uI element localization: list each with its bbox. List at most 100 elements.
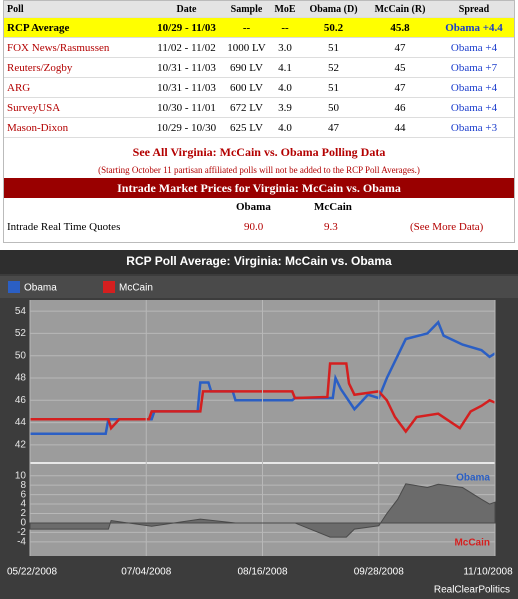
- y-tick-label: 6: [20, 489, 26, 500]
- y-tick-label: 8: [20, 480, 26, 491]
- cell: 10/29 - 10/30: [149, 117, 224, 138]
- intrade-value: 9.3: [324, 221, 338, 233]
- cell: 4.1: [269, 57, 301, 78]
- y-tick-label: 42: [15, 439, 27, 450]
- cell: 3.0: [269, 37, 301, 58]
- cell[interactable]: SurveyUSA: [4, 97, 149, 118]
- cell[interactable]: Mason-Dixon: [4, 117, 149, 138]
- cell: 11/02 - 11/02: [149, 37, 224, 58]
- cell: 47: [301, 117, 366, 138]
- y-tick-label: 48: [15, 373, 27, 384]
- cell[interactable]: Reuters/Zogby: [4, 57, 149, 78]
- column-header: Sample: [224, 1, 269, 18]
- cell: RCP Average: [4, 17, 149, 38]
- annotation: Obama: [456, 473, 490, 484]
- cell: 52: [301, 57, 366, 78]
- cell: 672 LV: [224, 97, 269, 118]
- cell: 1000 LV: [224, 37, 269, 58]
- cell: 50.2: [301, 17, 366, 38]
- intrade-label: Intrade Real Time Quotes: [7, 221, 121, 233]
- cell: --: [269, 17, 301, 38]
- polling-data-link[interactable]: See All Virginia: McCain vs. Obama Polli…: [132, 145, 386, 159]
- cell: 45: [366, 57, 434, 78]
- legend-swatch: [8, 281, 20, 293]
- y-tick-label: 50: [15, 350, 27, 361]
- legend-swatch: [103, 281, 115, 293]
- x-tick-label: 11/10/2008: [463, 567, 513, 578]
- cell: 4.0: [269, 117, 301, 138]
- cell: 10/31 - 11/03: [149, 77, 224, 98]
- x-tick-label: 07/04/2008: [121, 567, 171, 578]
- column-header: Obama (D): [301, 1, 366, 18]
- x-tick-label: 09/28/2008: [354, 567, 404, 578]
- cell: 47: [366, 77, 434, 98]
- poll-box: Poll Date Sample MoE Obama (D) McCain (R) Spre…: [3, 0, 515, 243]
- y-tick-label: 0: [20, 518, 26, 529]
- cell: 44: [366, 117, 434, 138]
- poll-row: SurveyUSA 10/30 - 11/01 672 LV 3.9 50 46 Obama…: [4, 97, 514, 118]
- note: (Starting October 11 partisan affiliated…: [98, 165, 420, 175]
- poll-row: RCP Average 10/29 - 11/03 -- -- 50.2 45.8 Obam…: [4, 17, 514, 38]
- cell: 50: [301, 97, 366, 118]
- intrade-col: Obama: [236, 201, 271, 213]
- cell: 46: [366, 97, 434, 118]
- cell[interactable]: Obama +4: [434, 77, 514, 98]
- intrade-col: McCain: [314, 201, 352, 213]
- cell: 10/31 - 11/03: [149, 57, 224, 78]
- intrade-value: 90.0: [244, 221, 264, 233]
- cell[interactable]: ARG: [4, 77, 149, 98]
- y-tick-label: 44: [15, 417, 27, 428]
- cell: 690 LV: [224, 57, 269, 78]
- source: RealClearPolitics: [434, 585, 510, 596]
- cell: 625 LV: [224, 117, 269, 138]
- column-header: Poll: [4, 1, 149, 18]
- annotation: McCain: [454, 538, 490, 549]
- legend-label: McCain: [119, 283, 153, 294]
- x-tick-label: 08/16/2008: [237, 567, 287, 578]
- cell[interactable]: FOX News/Rasmussen: [4, 37, 149, 58]
- cell: 10/29 - 11/03: [149, 17, 224, 38]
- y-tick-label: -4: [17, 536, 26, 547]
- poll-table: Poll Date Sample MoE Obama (D) McCain (R) Spre…: [4, 1, 514, 138]
- column-header: MoE: [269, 1, 301, 18]
- y-tick-label: 4: [20, 499, 26, 510]
- y-tick-label: 52: [15, 328, 27, 339]
- y-tick-label: 10: [15, 470, 27, 481]
- cell: 45.8: [366, 17, 434, 38]
- y-tick-label: 2: [20, 508, 26, 519]
- legend-bar: [0, 276, 518, 298]
- series-line: [30, 362, 496, 434]
- legend-label: Obama: [24, 283, 57, 294]
- intrade-title: Intrade Market Prices for Virginia: McCa…: [4, 178, 514, 198]
- title-bar: [0, 250, 518, 274]
- y-tick-label: 54: [15, 306, 27, 317]
- column-header: McCain (R): [366, 1, 434, 18]
- y-tick-label: -2: [17, 527, 26, 538]
- cell: 3.9: [269, 97, 301, 118]
- poll-row: ARG 10/31 - 11/03 600 LV 4.0 51 47 Obama +4: [4, 77, 514, 98]
- cell[interactable]: Obama +4: [434, 97, 514, 118]
- header-row: Poll Date Sample MoE Obama (D) McCain (R) Spre…: [4, 1, 514, 18]
- chart: RCP Poll Average: Virginia: McCain vs. O…: [0, 250, 518, 599]
- cell: 10/30 - 11/01: [149, 97, 224, 118]
- y-tick-label: 46: [15, 395, 27, 406]
- chart-title: RCP Poll Average: Virginia: McCain vs. O…: [126, 254, 392, 268]
- cell: 47: [366, 37, 434, 58]
- column-header: Spread: [434, 1, 514, 18]
- cell[interactable]: Obama +7: [434, 57, 514, 78]
- cell[interactable]: Obama +4: [434, 37, 514, 58]
- cell[interactable]: Obama +3: [434, 117, 514, 138]
- intrade-more-link[interactable]: (See More Data): [410, 221, 484, 233]
- cell: 51: [301, 77, 366, 98]
- cell: 51: [301, 37, 366, 58]
- cell: --: [224, 17, 269, 38]
- cell: 4.0: [269, 77, 301, 98]
- cell: Obama +4.4: [434, 17, 514, 38]
- poll-row: Reuters/Zogby 10/31 - 11/03 690 LV 4.1 52 45 O…: [4, 57, 514, 78]
- poll-row: Mason-Dixon 10/29 - 10/30 625 LV 4.0 47 44 Oba…: [4, 117, 514, 138]
- spread-area: [29, 483, 496, 538]
- x-tick-label: 05/22/2008: [7, 567, 57, 578]
- poll-row: FOX News/Rasmussen 11/02 - 11/02 1000 LV 3.…: [4, 37, 514, 58]
- column-header: Date: [149, 1, 224, 18]
